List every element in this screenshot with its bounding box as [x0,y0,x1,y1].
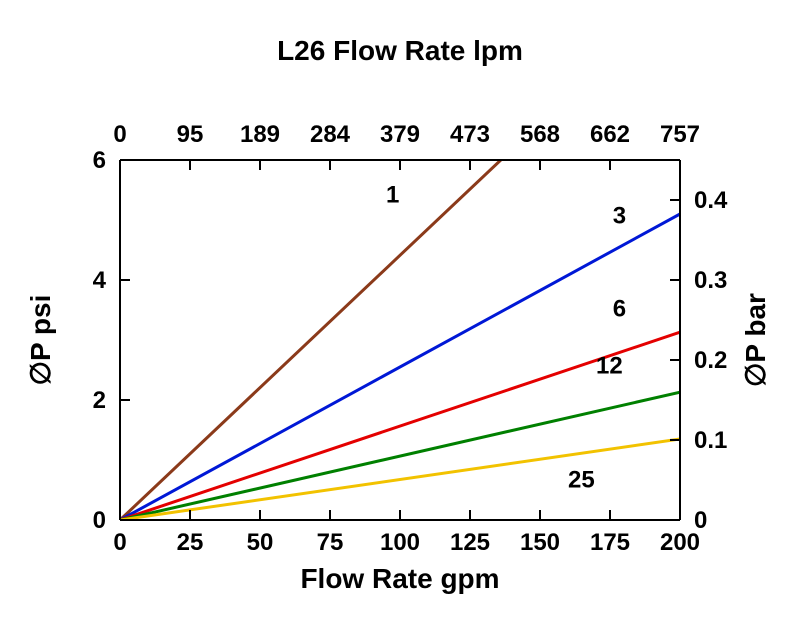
series-label: 25 [568,466,595,493]
axis-label-left: ∅P psi [25,295,56,386]
tick-label-top: 379 [380,121,420,148]
tick-label-right: 0.4 [694,187,728,214]
chart-title: L26 Flow Rate lpm [277,35,523,66]
tick-label-top: 662 [590,121,630,148]
pressure-flow-chart: L26 Flow Rate lpm 1 3 6 12 25 0 25 50 75 100 125 150… [0,0,808,636]
tick-label-bottom: 25 [177,529,204,556]
tick-label-left: 0 [93,507,106,534]
tick-label-top: 189 [240,121,280,148]
tick-label-right: 0 [694,507,707,534]
tick-label-top: 95 [177,121,204,148]
tick-label-top: 284 [310,121,351,148]
tick-label-left: 4 [93,267,107,294]
tick-label-top: 757 [660,121,700,148]
axis-label-right: ∅P bar [740,293,771,387]
tick-label-top: 473 [450,121,490,148]
axis-label-bottom: Flow Rate gpm [300,563,499,594]
series-label: 1 [386,181,399,208]
tick-label-left: 2 [93,387,106,414]
tick-label-bottom: 0 [113,529,126,556]
tick-label-bottom: 75 [317,529,344,556]
tick-label-right: 0.3 [694,267,727,294]
tick-label-bottom: 125 [450,529,490,556]
series-label: 3 [613,202,626,229]
tick-label-right: 0.1 [694,427,727,454]
tick-label-top: 0 [113,121,126,148]
series-label: 6 [613,295,626,322]
tick-label-top: 568 [520,121,560,148]
tick-label-bottom: 150 [520,529,560,556]
tick-label-bottom: 175 [590,529,630,556]
tick-label-bottom: 100 [380,529,420,556]
series-label: 12 [596,352,623,379]
tick-label-bottom: 50 [247,529,274,556]
tick-label-left: 6 [93,147,106,174]
tick-label-right: 0.2 [694,347,727,374]
